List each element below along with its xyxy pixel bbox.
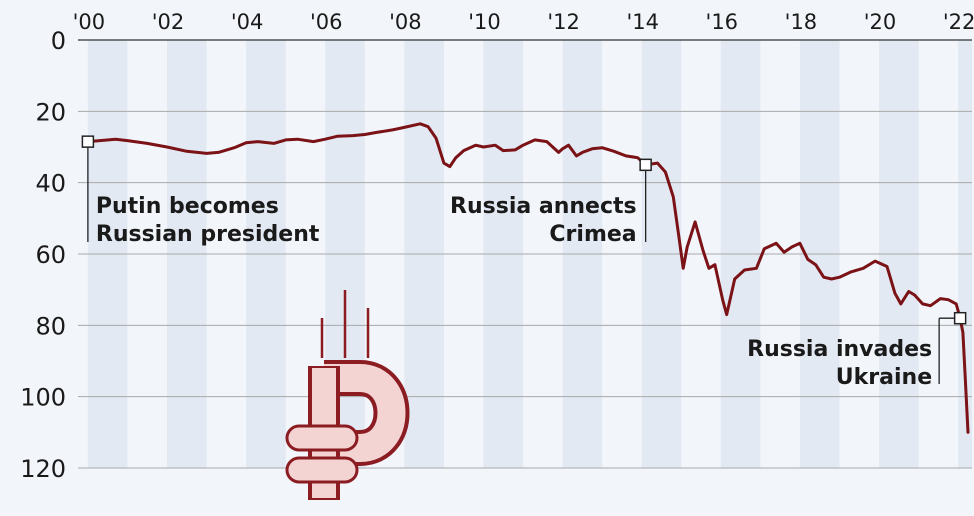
y-tick-label: 120 — [20, 455, 66, 483]
x-tick-label: '20 — [864, 10, 897, 34]
x-tick-label: '16 — [706, 10, 739, 34]
x-axis: '00 '02 '04 '06 '08 '10 '12 '14 '16 '18 '20 '22 — [73, 10, 974, 34]
ruble-per-dollar-line — [86, 122, 970, 434]
y-gridlines — [78, 39, 972, 469]
x-tick-label: '00 — [73, 10, 106, 34]
annotation-text: Russia invades — [747, 337, 932, 362]
annotation-text: Russian president — [96, 222, 320, 247]
y-tick-label: 20 — [35, 98, 66, 126]
event-markers — [81, 135, 967, 325]
event-marker — [639, 158, 652, 172]
event-marker — [81, 135, 95, 148]
y-tick-label: 0 — [51, 27, 66, 55]
x-tick-label: '22 — [943, 10, 974, 34]
annotation-text: Russia annects — [450, 194, 637, 219]
x-tick-label: '04 — [231, 10, 264, 34]
y-tick-label: 80 — [35, 312, 66, 340]
y-tick-label: 60 — [35, 241, 66, 269]
annotation-text: Ukraine — [836, 365, 932, 390]
x-tick-label: '14 — [626, 10, 659, 34]
y-tick-label: 100 — [20, 384, 66, 412]
x-tick-label: '10 — [468, 10, 501, 34]
event-marker — [953, 311, 967, 325]
annotation-text: Putin becomes — [96, 194, 279, 219]
x-tick-label: '18 — [785, 10, 818, 34]
x-tick-label: '12 — [547, 10, 580, 34]
y-axis: 0 20 40 60 80 100 120 — [20, 27, 66, 483]
y-tick-label: 40 — [35, 170, 66, 198]
event-annotations: Putin becomes Russian president Russia ann… — [87, 141, 961, 390]
ruble-icon — [285, 290, 410, 500]
x-tick-label: '08 — [389, 10, 422, 34]
annotation-text: Crimea — [549, 222, 636, 247]
x-tick-label: '06 — [310, 10, 343, 34]
x-tick-label: '02 — [152, 10, 185, 34]
